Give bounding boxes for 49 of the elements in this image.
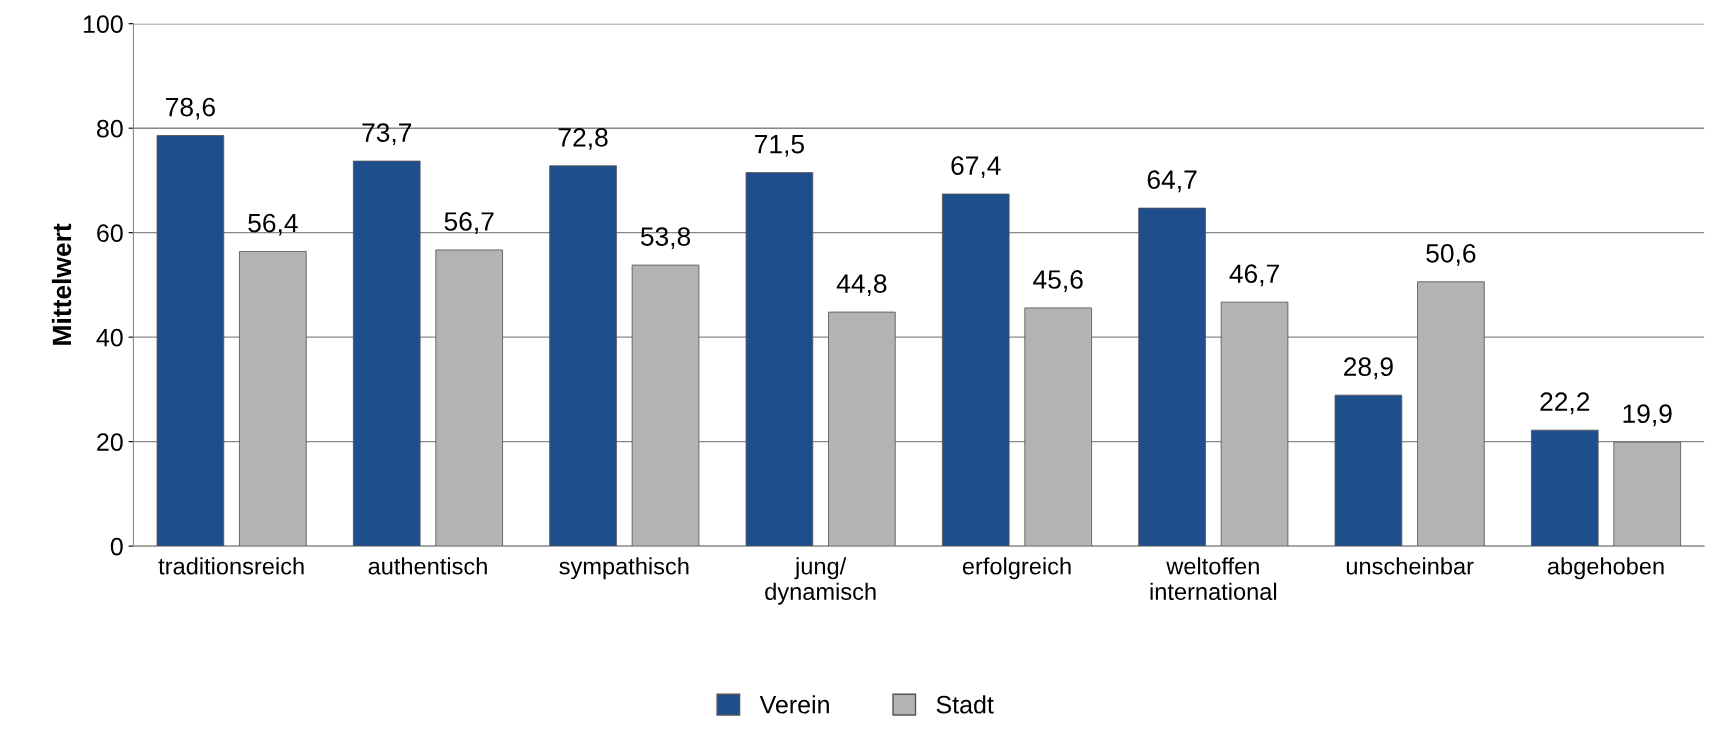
bar <box>549 165 617 547</box>
legend-label: Stadt <box>936 695 994 714</box>
data-label: 28,9 <box>1344 357 1393 380</box>
data-label: 46,7 <box>1229 264 1279 287</box>
x-tick-label: weltoffen international <box>1150 557 1277 600</box>
bar <box>1138 207 1206 547</box>
legend-label: Verein <box>759 695 829 714</box>
y-tick-label: 100 <box>83 15 123 34</box>
data-label: 56,4 <box>248 213 298 236</box>
y-axis-title: Mittelwert <box>51 223 72 345</box>
bar <box>352 160 421 547</box>
y-tick-label: 40 <box>96 328 123 347</box>
bar <box>745 172 814 547</box>
x-tick-label: sympathisch <box>559 557 689 580</box>
bar <box>1417 281 1485 547</box>
data-label: 72,8 <box>558 128 608 150</box>
x-tick-label: traditionsreich <box>158 557 304 575</box>
bar <box>239 251 307 547</box>
y-tick-label: 0 <box>110 537 123 556</box>
y-tick-label: 20 <box>97 433 123 451</box>
data-label: 78,6 <box>166 97 215 120</box>
bar <box>435 249 503 547</box>
bar <box>941 193 1010 547</box>
x-tick-label: unscheinbar <box>1346 557 1474 575</box>
bar <box>156 135 225 547</box>
data-label: 53,8 <box>640 227 691 250</box>
data-label: 22,2 <box>1540 392 1590 415</box>
bar <box>1530 429 1599 547</box>
bar <box>1024 307 1092 547</box>
data-label: 56,7 <box>444 212 494 234</box>
data-label: 50,6 <box>1426 243 1476 266</box>
bar <box>828 311 896 547</box>
data-label: 67,4 <box>951 156 1001 179</box>
x-tick-label: abgehoben <box>1547 557 1664 580</box>
x-tick-label: authentisch <box>368 557 487 575</box>
bar <box>1613 441 1682 547</box>
data-label: 44,8 <box>836 274 887 297</box>
x-tick-label: jung/ dynamisch <box>765 557 876 605</box>
bar <box>1220 301 1289 547</box>
data-label: 45,6 <box>1033 270 1083 292</box>
x-tick-label: erfolgreich <box>962 557 1071 580</box>
data-label: 73,7 <box>362 123 412 146</box>
data-label: 19,9 <box>1623 404 1672 427</box>
bar <box>631 264 700 547</box>
data-label: 64,7 <box>1147 170 1197 193</box>
data-label: 71,5 <box>755 135 804 157</box>
y-tick-label: 60 <box>97 224 123 242</box>
y-tick-label: 80 <box>97 119 123 138</box>
bar <box>1334 394 1403 547</box>
